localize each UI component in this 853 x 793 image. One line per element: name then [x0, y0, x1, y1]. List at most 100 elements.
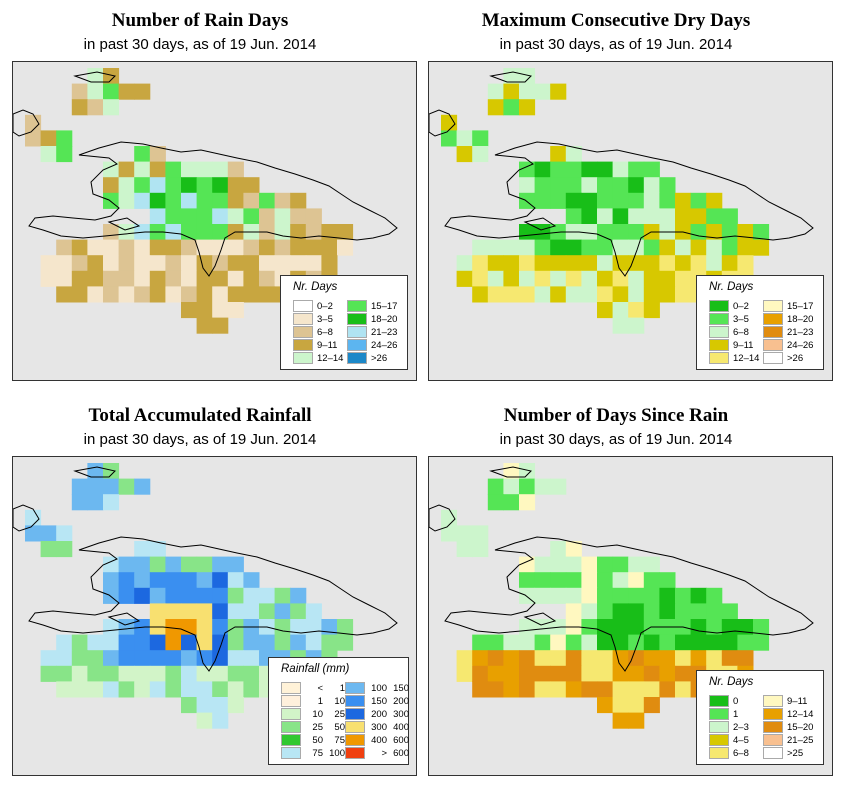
grid-cell: [690, 619, 707, 636]
coastline: [429, 109, 456, 137]
grid-cell: [581, 572, 598, 589]
grid-cell: [134, 177, 151, 194]
legend-item: 2–3: [709, 721, 749, 733]
grid-cell: [227, 556, 244, 573]
legend-range-low: 200: [371, 708, 387, 720]
grid-cell: [305, 239, 322, 256]
grid-cell: [565, 177, 582, 194]
grid-cell: [581, 270, 598, 287]
grid-cell: [628, 317, 645, 334]
legend-range-low: <: [317, 682, 323, 694]
grid-cell: [441, 114, 458, 131]
grid-cell: [550, 177, 567, 194]
grid-cell: [181, 634, 198, 651]
grid-cell: [472, 525, 489, 542]
grid-cell: [274, 208, 291, 225]
coastline: [444, 536, 814, 672]
legend-swatch: [763, 695, 783, 707]
grid-cell: [118, 634, 135, 651]
grid-cell: [259, 255, 276, 272]
grid-cell: [581, 161, 598, 178]
legend-item: 21–23: [763, 326, 813, 338]
grid-cell: [56, 270, 73, 287]
grid-cell: [71, 255, 88, 272]
grid-cell: [196, 697, 213, 714]
grid-cell: [659, 286, 676, 303]
legend-label: 18–20: [371, 313, 398, 325]
legend-label: 12–14: [317, 352, 344, 364]
grid-cell: [103, 99, 120, 116]
grid-cell: [534, 239, 551, 256]
legend-label: 15–20: [787, 721, 814, 733]
grid-cell: [643, 270, 660, 287]
grid-cell: [597, 177, 614, 194]
grid-cell: [441, 509, 458, 526]
dry-days-map: Nr. Days 0–2 3–5 6–8 9–11 12–14 15–17 18–20 21–…: [428, 61, 833, 381]
grid-cell: [227, 255, 244, 272]
grid-cell: [227, 634, 244, 651]
grid-cell: [290, 255, 307, 272]
grid-cell: [690, 650, 707, 667]
grid-cell: [675, 681, 692, 698]
grid-cell: [456, 665, 473, 682]
grid-cell: [134, 665, 151, 682]
grid-cell: [597, 665, 614, 682]
grid-cell: [196, 681, 213, 698]
grid-cell: [149, 681, 166, 698]
grid-cell: [628, 208, 645, 225]
grid-cell: [40, 541, 57, 558]
grid-cell: [149, 177, 166, 194]
coastline: [13, 109, 40, 137]
legend-swatch: [763, 708, 783, 720]
grid-cell: [534, 556, 551, 573]
grid-cell: [243, 255, 260, 272]
grid-cell: [472, 146, 489, 163]
grid-cell: [212, 286, 229, 303]
grid-cell: [550, 255, 567, 272]
grid-cell: [550, 650, 567, 667]
legend-label: >26: [787, 352, 804, 364]
grid-cell: [659, 587, 676, 604]
legend-item: >600: [345, 747, 409, 759]
grid-cell: [581, 587, 598, 604]
grid-cell: [597, 192, 614, 209]
grid-cell: [259, 239, 276, 256]
grid-cell: [243, 177, 260, 194]
grid-cell: [519, 556, 536, 573]
grid-cell: [675, 239, 692, 256]
grid-cell: [181, 681, 198, 698]
grid-cell: [472, 255, 489, 272]
grid-cell: [690, 239, 707, 256]
legend-title: Rainfall (mm): [281, 663, 350, 675]
legend-swatch: [281, 747, 301, 759]
grid-cell: [134, 634, 151, 651]
coastline: [73, 71, 116, 83]
legend-swatch: [347, 300, 367, 312]
grid-cell: [565, 634, 582, 651]
grid-cell: [134, 478, 151, 495]
legend-title: Nr. Days: [709, 676, 754, 688]
legend-label: 6–8: [733, 747, 749, 759]
legend-item: 25 50: [281, 721, 345, 733]
legend-swatch: [709, 300, 729, 312]
legend-label: 4–5: [733, 734, 749, 746]
grid-cell: [103, 224, 120, 241]
grid-cell: [212, 177, 229, 194]
grid-cell: [690, 208, 707, 225]
grid-cell: [581, 255, 598, 272]
grid-cell: [519, 239, 536, 256]
grid-cell: [643, 255, 660, 272]
coastline: [489, 71, 532, 83]
legend-item: 12–14: [293, 352, 343, 364]
grid-cell: [87, 270, 104, 287]
grid-cell: [103, 556, 120, 573]
grid-cell: [212, 208, 229, 225]
grid-cell: [659, 177, 676, 194]
grid-cell: [519, 286, 536, 303]
grid-cell: [212, 572, 229, 589]
grid-cell: [165, 224, 182, 241]
legend-range-low: 150: [371, 695, 387, 707]
grid-cell: [196, 161, 213, 178]
legend-label: 0–2: [317, 300, 333, 312]
grid-cell: [675, 192, 692, 209]
